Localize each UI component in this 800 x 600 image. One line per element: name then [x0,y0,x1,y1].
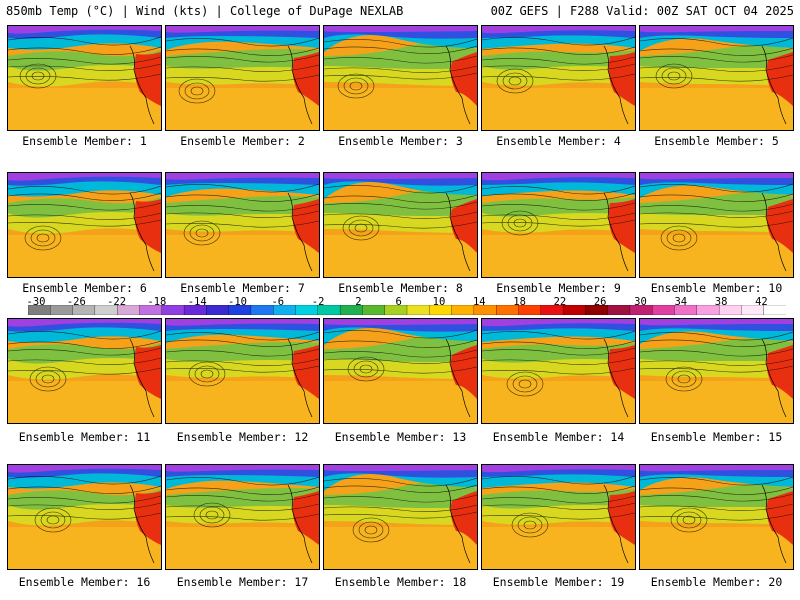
ensemble-map-panel [7,464,162,570]
colorbar-segment [317,305,341,315]
ensemble-member-label: Ensemble Member: 7 [180,281,305,295]
colorbar-segment [183,305,207,315]
ensemble-member-label: Ensemble Member: 19 [492,575,625,589]
colorbar-segment [273,305,296,315]
colorbar-segment [451,305,475,315]
colorbar-segment [117,305,140,315]
ensemble-map-panel [165,25,320,131]
ensemble-map-panel [7,25,162,131]
colorbar-segment [718,305,742,315]
colorbar-segment [496,305,519,315]
colorbar-segment [50,305,74,315]
ensemble-map-panel [639,172,794,278]
ensemble-map-panel [165,172,320,278]
ensemble-member-label: Ensemble Member: 4 [496,134,621,148]
colorbar-segment [540,305,564,315]
colorbar-segment [607,305,631,315]
colorbar-segment [518,305,542,315]
colorbar-segment [28,305,51,315]
colorbar-segment [72,305,96,315]
colorbar-segment [406,305,430,315]
ensemble-member-label: Ensemble Member: 9 [496,281,621,295]
ensemble-member-label: Ensemble Member: 16 [18,575,151,589]
colorbar-segment [139,305,163,315]
colorbar-segment [763,305,786,315]
colorbar-segment [652,305,675,315]
colorbar-segment [629,305,653,315]
ensemble-map-panel [639,25,794,131]
ensemble-map-panel [323,172,478,278]
model-valid-time: 00Z GEFS | F288 Valid: 00Z SAT OCT 04 20… [490,4,794,18]
ensemble-member-label: Ensemble Member: 8 [338,281,463,295]
colorbar-segment [339,305,363,315]
ensemble-map-panel [165,464,320,570]
ensemble-member-label: Ensemble Member: 17 [176,575,309,589]
ensemble-member-label: Ensemble Member: 1 [22,134,147,148]
colorbar-segment [228,305,252,315]
colorbar-segment [250,305,274,315]
ensemble-map-panel [323,25,478,131]
ensemble-map-panel [481,464,636,570]
colorbar-segment [585,305,609,315]
colorbar-segment [94,305,118,315]
ensemble-member-label: Ensemble Member: 12 [176,430,309,444]
colorbar-segment [741,305,765,315]
colorbar-tick-label: 6 [395,296,402,308]
map-title: 850mb Temp (°C) | Wind (kts) | College o… [6,4,404,18]
ensemble-map-panel [7,318,162,424]
ensemble-map-panel [165,318,320,424]
ensemble-map-panel [481,172,636,278]
colorbar-segment [295,305,319,315]
ensemble-member-label: Ensemble Member: 15 [650,430,783,444]
ensemble-member-label: Ensemble Member: 6 [22,281,147,295]
ensemble-member-label: Ensemble Member: 14 [492,430,625,444]
colorbar-segment [206,305,230,315]
ensemble-map-panel [7,172,162,278]
colorbar-segment [473,305,497,315]
ensemble-map-panel [639,318,794,424]
ensemble-member-label: Ensemble Member: 13 [334,430,467,444]
colorbar-segment [362,305,386,315]
colorbar-segment [161,305,185,315]
ensemble-member-label: Ensemble Member: 2 [180,134,305,148]
ensemble-map-panel [639,464,794,570]
colorbar-segment [674,305,698,315]
ensemble-member-label: Ensemble Member: 20 [650,575,783,589]
colorbar-segment [696,305,720,315]
ensemble-map-panel [323,464,478,570]
ensemble-map-panel [323,318,478,424]
colorbar-segment [429,305,453,315]
ensemble-member-label: Ensemble Member: 10 [650,281,783,295]
ensemble-map-panel [481,318,636,424]
colorbar-tick-label: 2 [355,296,362,308]
ensemble-map-panel [481,25,636,131]
ensemble-member-label: Ensemble Member: 18 [334,575,467,589]
ensemble-member-label: Ensemble Member: 3 [338,134,463,148]
temperature-colorbar [28,305,786,315]
colorbar-segment [562,305,586,315]
ensemble-member-label: Ensemble Member: 11 [18,430,151,444]
colorbar-segment [384,305,408,315]
ensemble-member-label: Ensemble Member: 5 [654,134,779,148]
